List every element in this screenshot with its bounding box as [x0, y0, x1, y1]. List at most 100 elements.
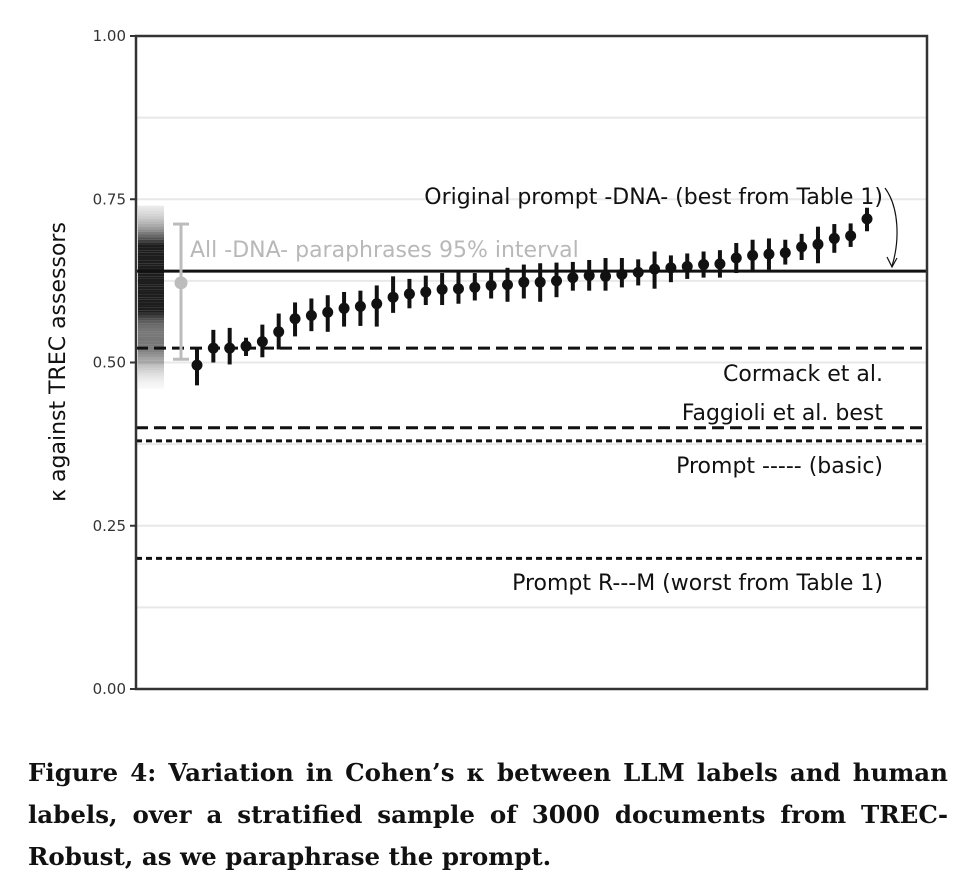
- density-band: [138, 333, 164, 337]
- density-band: [138, 294, 164, 298]
- paraphrase-point: [387, 291, 399, 303]
- paraphrase-interval: [173, 222, 189, 361]
- density-band: [138, 211, 164, 214]
- paraphrase-point: [730, 252, 742, 264]
- density-band: [138, 278, 164, 282]
- density-band: [138, 349, 164, 353]
- density-band: [138, 291, 164, 295]
- density-band: [138, 362, 164, 366]
- y-tick-label: 0.75: [93, 190, 126, 208]
- density-band: [138, 367, 164, 371]
- density-band: [138, 260, 164, 264]
- density-band: [138, 378, 164, 381]
- density-band: [138, 231, 164, 235]
- paraphrase-point: [861, 213, 873, 225]
- paraphrase-point: [191, 359, 203, 371]
- density-band: [138, 276, 164, 279]
- interval-mean-point: [174, 276, 188, 290]
- paraphrase-point: [436, 283, 448, 295]
- paraphrase-density-strip: [138, 205, 164, 389]
- paraphrase-point: [224, 342, 236, 354]
- density-band: [138, 224, 164, 227]
- kappa-chart: 0.00 0.25 0.50 0.75 1.00 κ against TREC asse…: [46, 27, 929, 698]
- paraphrase-point: [289, 313, 301, 325]
- density-band: [138, 315, 164, 319]
- paraphrase-point: [305, 309, 317, 321]
- density-band: [138, 365, 164, 368]
- density-band: [138, 226, 164, 230]
- density-band: [138, 328, 164, 332]
- density-band: [138, 289, 164, 292]
- paraphrase-point: [273, 326, 285, 338]
- density-band: [138, 359, 164, 363]
- density-band: [138, 346, 164, 350]
- paraphrase-point: [322, 306, 334, 318]
- faggioli-label: Faggioli et al. best: [682, 401, 884, 426]
- density-band: [138, 273, 164, 277]
- density-band: [138, 265, 164, 269]
- paraphrase-point: [403, 288, 415, 300]
- paraphrase-point: [763, 248, 775, 260]
- paraphrase-point: [518, 276, 530, 288]
- density-band: [138, 252, 164, 256]
- density-band: [138, 297, 164, 300]
- density-band: [138, 250, 164, 253]
- density-band: [138, 383, 164, 387]
- density-band: [138, 338, 164, 342]
- density-band: [138, 323, 164, 326]
- paraphrase-point: [714, 258, 726, 270]
- density-band: [138, 341, 164, 345]
- paraphrase-point: [207, 342, 219, 354]
- density-band: [138, 370, 164, 373]
- y-tick-label: 0.00: [93, 680, 126, 698]
- paraphrase-point: [534, 276, 546, 288]
- paraphrase-point: [828, 232, 840, 244]
- density-band: [138, 258, 164, 261]
- paraphrase-point: [240, 340, 252, 352]
- density-band: [138, 305, 164, 308]
- original-prompt-label: Original prompt -DNA- (best from Table 1…: [424, 185, 883, 210]
- basic-prompt-label: Prompt ----- (basic): [676, 454, 883, 479]
- y-axis-label: κ against TREC assessors: [46, 222, 71, 502]
- paraphrase-point: [649, 263, 661, 275]
- paraphrase-point: [747, 249, 759, 261]
- paraphrase-point: [600, 270, 612, 282]
- density-band: [138, 318, 164, 321]
- worst-prompt-label: Prompt R---M (worst from Table 1): [512, 571, 883, 596]
- density-band: [138, 229, 164, 232]
- density-band: [138, 344, 164, 347]
- density-band: [138, 247, 164, 251]
- density-band: [138, 284, 164, 287]
- paraphrase-point: [501, 279, 513, 291]
- density-band: [138, 255, 164, 259]
- paraphrase-point: [812, 238, 824, 250]
- density-band: [138, 352, 164, 355]
- density-band: [138, 242, 164, 245]
- paraphrase-point: [371, 298, 383, 310]
- density-band: [138, 386, 164, 389]
- figure-caption: Figure 4: Variation in Cohen’s κ between…: [28, 758, 948, 871]
- reference-lines: [136, 269, 927, 560]
- annotation-arrow: [884, 187, 898, 267]
- density-band: [138, 281, 164, 285]
- paraphrase-point: [354, 300, 366, 312]
- paraphrase-point: [551, 275, 563, 287]
- density-band: [138, 299, 164, 303]
- density-band: [138, 372, 164, 376]
- paraphrase-point: [845, 230, 857, 242]
- paraphrase-point: [452, 283, 464, 295]
- density-band: [138, 213, 164, 217]
- density-band: [138, 307, 164, 311]
- paraphrase-point: [616, 268, 628, 280]
- paraphrase-point: [256, 336, 268, 348]
- density-band: [138, 325, 164, 329]
- density-band: [138, 331, 164, 334]
- density-band: [138, 320, 164, 324]
- density-band: [138, 244, 164, 248]
- paraphrase-points: [191, 207, 873, 386]
- density-band: [138, 218, 164, 222]
- density-band: [138, 302, 164, 306]
- density-band: [138, 375, 164, 379]
- density-band: [138, 208, 164, 212]
- paraphrase-point: [779, 247, 791, 259]
